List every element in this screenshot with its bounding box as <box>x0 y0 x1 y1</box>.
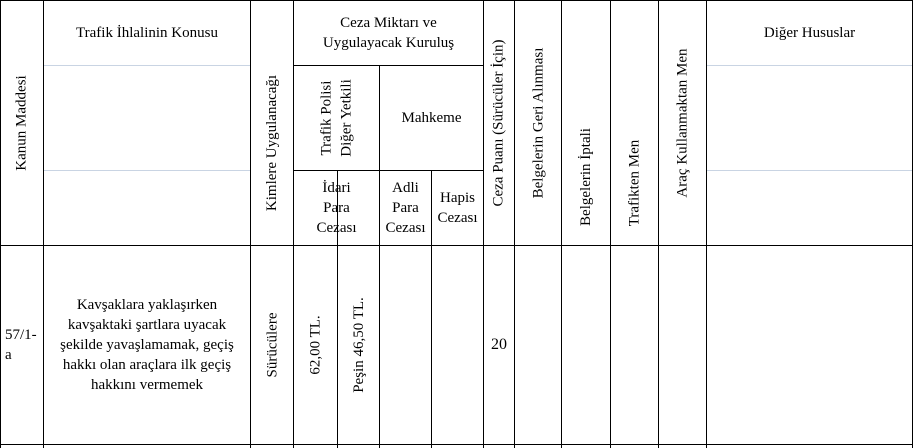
rule <box>337 170 338 448</box>
guide-line <box>44 65 250 66</box>
rule <box>379 65 380 448</box>
header-trafik-polisi: Trafik Polisi Diğer Yetkili <box>318 79 355 157</box>
row-ihlal-konusu: Kavşaklara yaklaşırken kavşaktaki şartla… <box>60 297 234 393</box>
row-pesin-odeme: Peşin 46,50 TL. <box>350 297 367 393</box>
rule <box>293 0 294 448</box>
header-belgelerin-geri-alinmasi: Belgelerin Geri Alınması <box>530 47 546 199</box>
row-adli-para-cezasi <box>380 246 431 444</box>
rule <box>561 0 562 448</box>
rule <box>706 0 707 448</box>
rule <box>0 444 913 445</box>
header-hapis-cezasi: Hapis Cezası <box>437 190 478 226</box>
rule <box>610 0 611 448</box>
rule <box>250 0 251 448</box>
header-ihlal-konusu: Trafik İhlalinin Konusu <box>76 25 218 41</box>
rule <box>431 170 432 448</box>
row-idari-para-cezasi: 62,00 TL. <box>307 315 324 375</box>
rule <box>514 0 515 448</box>
row-diger-hususlar <box>707 246 912 444</box>
row-ceza-puani: 20 <box>491 336 507 353</box>
rule <box>0 0 1 448</box>
rule <box>43 0 44 448</box>
header-trafikten-men: Trafikten Men <box>626 139 643 227</box>
header-kanun-maddesi: Kanun Maddesi <box>14 75 30 171</box>
row-kanun-maddesi: 57/1-a <box>5 327 37 363</box>
rule <box>658 0 659 448</box>
rule <box>483 0 484 448</box>
row-belgelerin-iptali <box>562 246 610 444</box>
row-kimlere: Sürücülere <box>264 312 281 378</box>
header-ceza-puani: Ceza Puanı (Sürücüler İçin) <box>491 39 507 207</box>
header-mahkeme: Mahkeme <box>401 110 462 126</box>
rule <box>0 245 913 246</box>
guide-line <box>44 170 250 171</box>
row-arac-kullanmaktan-men <box>659 246 706 444</box>
guide-line <box>706 170 912 171</box>
header-adli-para-cezasi: Adli Para Cezası <box>385 180 426 236</box>
guide-line <box>706 65 912 66</box>
rule <box>294 65 483 66</box>
header-idari-para-cezasi: İdari Para Cezası <box>316 180 357 236</box>
rule <box>0 0 913 1</box>
header-belgelerin-iptali: Belgelerin İptali <box>578 128 595 226</box>
header-ceza-miktari: Ceza Miktarı ve Uygulayacak Kuruluş <box>322 15 455 51</box>
header-arac-kullanmaktan-men: Araç Kullanmaktan Men <box>674 48 691 198</box>
row-hapis-cezasi <box>432 246 483 444</box>
row-belgelerin-geri-alinmasi <box>515 246 561 444</box>
row-trafikten-men <box>611 246 658 444</box>
header-diger-hususlar: Diğer Hususlar <box>763 25 856 41</box>
rule <box>294 170 483 171</box>
header-kimlere-uygulanacagi: Kimlere Uygulanacağı <box>264 74 281 212</box>
